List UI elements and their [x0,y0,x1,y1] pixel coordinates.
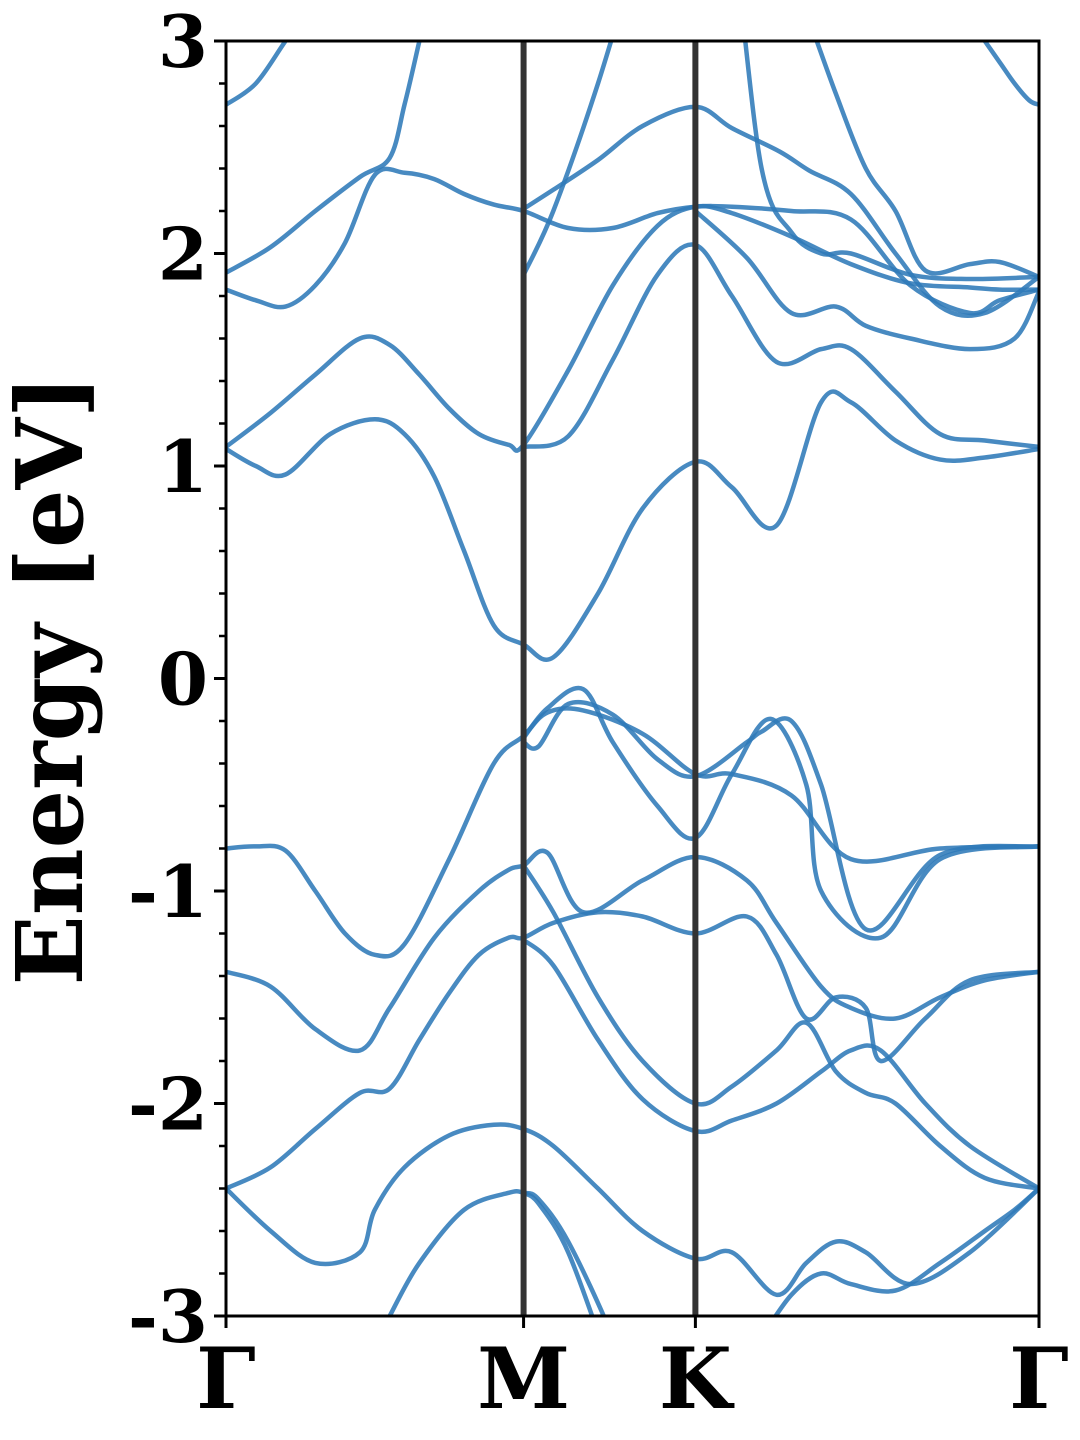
band-line-1 [226,41,289,107]
band-line-9 [521,41,1039,282]
x-tick-label: Γ [1009,1329,1069,1428]
y-tick-label: 1 [158,424,208,509]
band-line-14 [226,706,1039,959]
x-tick-label: K [659,1329,735,1428]
y-tick-label: 0 [158,637,208,722]
y-axis-label: Energy [eV] [0,375,104,986]
band-line-3 [226,166,1039,316]
k-point-lines [520,41,699,1316]
band-line-16 [226,909,1039,1191]
x-tick-label: M [477,1329,570,1428]
band-line-21 [522,1190,595,1316]
band-line-4 [226,203,1039,453]
band-line-11 [982,41,1039,107]
band-line-7 [522,104,1039,319]
band-line-13 [521,685,1039,941]
band-line-18 [522,938,1039,1191]
band-line-6 [523,242,1039,450]
y-axis: 3 2 1 0 -1 -2 -3 [128,0,226,1359]
band-line-19 [226,1122,1039,1298]
y-tick-label: -2 [128,1062,208,1147]
bands-group [226,41,1039,1316]
band-line-22 [772,1186,1039,1316]
band-line-8 [693,209,1039,352]
band-line-12 [522,699,1039,933]
band-line-17 [521,864,1039,1191]
y-tick-label: -3 [128,1274,208,1359]
band-line-10 [814,41,1039,280]
y-tick-label: -1 [128,849,208,934]
band-line-5 [226,389,1039,662]
band-line-15 [226,848,1039,1054]
x-tick-label: Γ [196,1329,256,1428]
y-tick-label: 2 [158,212,208,297]
y-tick-label: 3 [158,0,208,84]
